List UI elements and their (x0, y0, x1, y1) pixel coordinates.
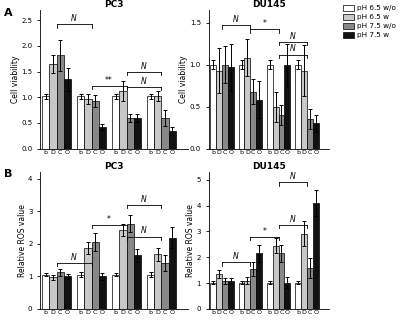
Bar (77, 275, 84, 309)
Text: *: * (263, 19, 266, 28)
Bar (126, 118, 134, 149)
Bar (112, 96, 119, 149)
Bar (245, 58, 250, 149)
Bar (250, 92, 256, 149)
Y-axis label: Relative ROS value: Relative ROS value (18, 204, 26, 277)
Bar (162, 263, 169, 309)
Bar (42, 96, 49, 149)
Bar (162, 118, 169, 149)
Text: B: B (4, 169, 12, 179)
Text: N: N (290, 172, 296, 181)
Y-axis label: Cell viability: Cell viability (179, 55, 188, 103)
Bar (273, 245, 279, 309)
Bar (228, 67, 234, 149)
Bar (49, 277, 57, 309)
Bar (169, 131, 176, 149)
Text: N: N (290, 44, 296, 53)
Text: N: N (141, 61, 147, 70)
Bar (99, 127, 106, 149)
Text: **: ** (105, 76, 113, 85)
Bar (64, 79, 71, 149)
Bar (154, 254, 162, 309)
Bar (64, 276, 71, 309)
Bar (210, 64, 216, 149)
Bar (301, 70, 307, 149)
Bar (134, 255, 141, 309)
Text: N: N (141, 77, 147, 86)
Bar (91, 242, 99, 309)
Bar (295, 283, 301, 309)
Bar (57, 55, 64, 149)
Y-axis label: Relative ROS value: Relative ROS value (186, 204, 195, 277)
Bar (313, 203, 318, 309)
Bar (126, 223, 134, 309)
Bar (84, 247, 91, 309)
Title: PC3: PC3 (105, 162, 124, 171)
Bar (57, 273, 64, 309)
Title: DU145: DU145 (252, 162, 286, 171)
Bar (77, 96, 84, 149)
Text: *: * (263, 226, 266, 235)
Text: N: N (71, 253, 77, 262)
Bar (256, 100, 262, 149)
Bar (256, 254, 262, 309)
Bar (147, 275, 154, 309)
Bar (169, 238, 176, 309)
Legend: pH 6.5 w/o, pH 6.5 w, pH 7.5 w/o, pH 7.5 w: pH 6.5 w/o, pH 6.5 w, pH 7.5 w/o, pH 7.5… (341, 4, 397, 40)
Bar (284, 64, 290, 149)
Bar (216, 70, 222, 149)
Bar (222, 64, 228, 149)
Bar (307, 268, 313, 309)
Bar (119, 91, 126, 149)
Title: PC3: PC3 (105, 0, 124, 9)
Bar (313, 124, 318, 149)
Bar (284, 283, 290, 309)
Bar (112, 275, 119, 309)
Bar (222, 281, 228, 309)
Bar (154, 96, 162, 149)
Title: DU145: DU145 (252, 0, 286, 9)
Text: N: N (71, 14, 77, 23)
Bar (239, 283, 245, 309)
Bar (84, 99, 91, 149)
Bar (239, 64, 245, 149)
Bar (134, 118, 141, 149)
Bar (210, 283, 216, 309)
Bar (279, 115, 284, 149)
Text: N: N (141, 194, 147, 203)
Bar (279, 254, 284, 309)
Bar (147, 96, 154, 149)
Bar (216, 274, 222, 309)
Bar (301, 233, 307, 309)
Bar (245, 281, 250, 309)
Text: A: A (4, 8, 13, 18)
Text: N: N (290, 32, 296, 41)
Bar (250, 269, 256, 309)
Bar (99, 276, 106, 309)
Bar (267, 64, 273, 149)
Y-axis label: Cell viability: Cell viability (11, 55, 20, 103)
Text: N: N (290, 215, 296, 224)
Bar (267, 283, 273, 309)
Bar (49, 64, 57, 149)
Text: N: N (141, 226, 147, 235)
Bar (91, 101, 99, 149)
Bar (228, 281, 234, 309)
Bar (307, 119, 313, 149)
Text: N: N (233, 253, 239, 261)
Bar (295, 64, 301, 149)
Bar (273, 107, 279, 149)
Bar (42, 275, 49, 309)
Text: *: * (107, 215, 111, 224)
Bar (119, 230, 126, 309)
Text: N: N (233, 15, 239, 24)
